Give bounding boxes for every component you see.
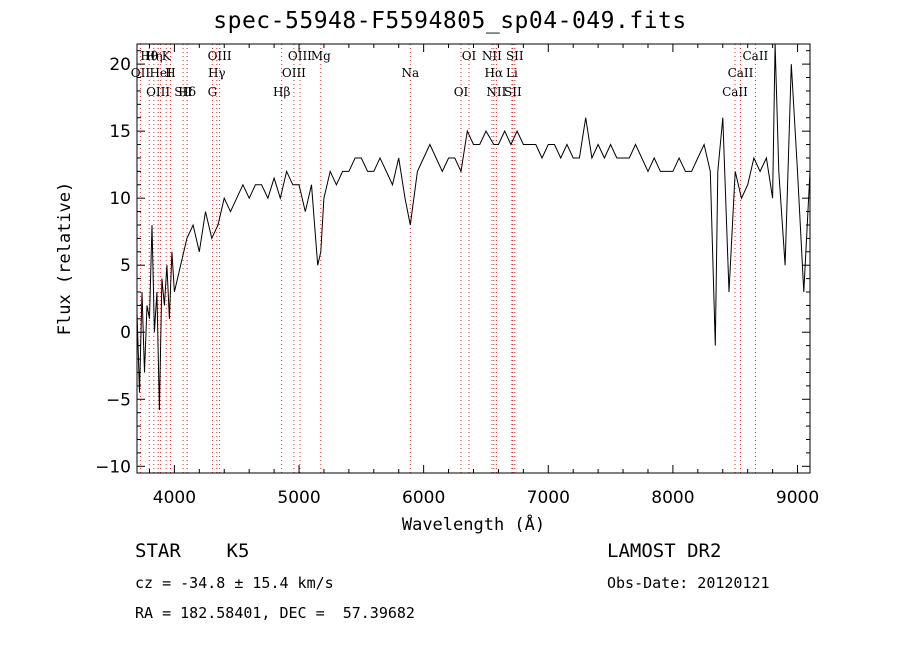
y-tick-label: 0 <box>120 323 131 343</box>
line-label: OIII <box>288 49 312 63</box>
line-label: Hβ <box>273 85 290 99</box>
spectrum-line <box>136 43 811 411</box>
line-label: SII <box>506 49 524 63</box>
line-label: OIII <box>146 85 170 99</box>
line-label: G <box>208 85 218 99</box>
line-label: Hγ <box>208 66 226 80</box>
line-label: SII <box>174 85 192 99</box>
line-label: OI <box>462 49 477 63</box>
x-tick-label: 5000 <box>277 488 320 508</box>
line-label: Na <box>401 66 419 80</box>
y-tick-label: −10 <box>95 457 131 477</box>
redshift-info: cz = -34.8 ± 15.4 km/s <box>135 574 334 592</box>
axes-frame <box>136 43 811 474</box>
line-label: NII <box>482 49 502 63</box>
chart-title: spec-55948-F5594805_sp04-049.fits <box>213 8 687 34</box>
x-tick-label: 8000 <box>651 488 694 508</box>
line-label: CaII <box>722 85 748 99</box>
coordinates: RA = 182.58401, DEC = 57.39682 <box>135 604 415 622</box>
y-tick-label: −5 <box>106 390 131 410</box>
line-label: H <box>165 66 175 80</box>
line-label: Hθ <box>140 49 158 63</box>
line-label: OIII <box>282 66 306 80</box>
line-label: OII <box>131 66 151 80</box>
line-label: Hη <box>145 49 163 63</box>
line-label: CaII <box>742 49 768 63</box>
y-axis-label: Flux (relative) <box>55 182 75 336</box>
line-label: Hα <box>485 66 504 80</box>
y-tick-label: 15 <box>109 122 131 142</box>
line-label: NII <box>486 85 506 99</box>
line-label: K <box>162 49 172 63</box>
line-label: Li <box>506 66 518 80</box>
x-tick-label: 7000 <box>527 488 570 508</box>
line-label: OI <box>454 85 469 99</box>
survey-name: LAMOST DR2 <box>607 540 722 562</box>
x-axis-label: Wavelength (Å) <box>402 513 545 535</box>
obs-date: Obs-Date: 20120121 <box>607 574 770 592</box>
object-class: STAR K5 <box>135 540 250 562</box>
line-label: SII <box>504 85 522 99</box>
line-label: OIII <box>208 49 232 63</box>
x-tick-label: 6000 <box>402 488 445 508</box>
x-tick-label: 4000 <box>153 488 196 508</box>
line-label: CaII <box>728 66 754 80</box>
y-tick-label: 5 <box>120 256 131 276</box>
y-tick-label: 10 <box>109 189 131 209</box>
x-tick-label: 9000 <box>776 488 819 508</box>
line-label: Mg <box>311 49 331 63</box>
line-label: Hδ <box>178 85 196 99</box>
y-tick-label: 20 <box>109 55 131 75</box>
line-label: HeI <box>149 66 172 80</box>
